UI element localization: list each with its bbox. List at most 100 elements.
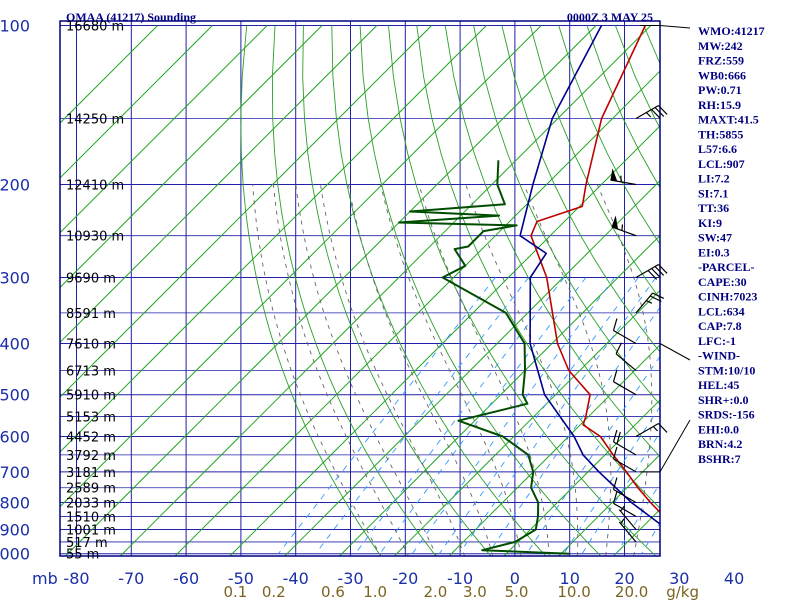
axis-labels: 1002003004005006007008009001000mb-80-70-… — [0, 17, 744, 600]
dry-adiabat — [529, 25, 660, 300]
height-label: 5153 m — [66, 411, 116, 426]
moist-adiabat — [347, 184, 494, 556]
height-label: 9690 m — [66, 272, 116, 287]
wind-panel-connector — [659, 343, 691, 361]
mixing-ratio-label: 0.6 — [321, 583, 345, 600]
stability-index: PW:0.71 — [698, 83, 742, 97]
isotherm — [448, 344, 660, 556]
mixing-ratio-line — [278, 277, 496, 554]
stability-indices-panel: WMO:41217MW:242FRZ:559WB0:666PW:0.71RH:1… — [698, 24, 765, 466]
height-label: 1001 m — [66, 524, 116, 539]
mixing-ratio-label: 20.0 — [615, 583, 648, 600]
height-label: 10930 m — [66, 230, 124, 245]
wind-barb — [612, 318, 637, 345]
stability-index: SW:47 — [698, 231, 732, 245]
isotherm — [174, 70, 660, 556]
isotherm — [60, 25, 487, 453]
moist-adiabat — [252, 184, 382, 556]
height-label: 14250 m — [66, 113, 124, 128]
dry-adiabat — [331, 25, 547, 556]
isotherm — [119, 25, 652, 556]
wind-barb — [612, 446, 637, 473]
stability-index: MW:242 — [698, 39, 743, 53]
isotherm — [283, 179, 660, 556]
temperature-tick-label: 0 — [510, 569, 520, 588]
thermodynamic-reference-lines — [60, 25, 660, 556]
stability-index: LCL:634 — [698, 304, 745, 318]
isotherm — [338, 234, 660, 556]
wind-barb — [612, 369, 637, 396]
isotherm — [64, 25, 597, 556]
moist-adiabat — [295, 184, 437, 556]
moist-adiabat — [272, 184, 409, 556]
stability-index: MAXT:41.5 — [698, 113, 759, 127]
mixing-ratio-line — [641, 522, 660, 554]
wind-barb — [635, 104, 668, 120]
wind-panel-connector — [640, 419, 691, 473]
height-label: 1510 m — [66, 510, 116, 525]
mixing-ratio-line — [411, 277, 615, 554]
temperature-tick-label: -80 — [63, 569, 89, 588]
dry-adiabat — [444, 25, 660, 458]
isotherm — [393, 289, 660, 556]
height-label: 2033 m — [66, 497, 116, 512]
moist-adiabat — [465, 184, 579, 556]
moist-adiabat — [418, 184, 550, 556]
temperature-tick-label: 20 — [614, 569, 634, 588]
wind-barb — [635, 263, 668, 280]
isotherm — [60, 25, 323, 289]
moist-adiabat — [523, 184, 612, 556]
dry-adiabat — [240, 25, 382, 556]
dry-adiabat — [271, 25, 437, 556]
wind-profile — [610, 25, 691, 543]
mixing-ratio-line — [315, 277, 529, 554]
height-label: 16680 m — [66, 20, 124, 35]
stability-index: L57:6.6 — [698, 142, 737, 156]
stability-index: KI:9 — [698, 216, 722, 230]
stability-index: LCL:907 — [698, 157, 745, 171]
mixing-ratio-label: 1.0 — [363, 583, 387, 600]
mixing-ratio-label: 0.1 — [223, 583, 247, 600]
plot-border — [59, 20, 661, 557]
height-labels: 16680 m 14250 m 12410 m 10930 m 9690 m 8591 m… — [66, 20, 124, 563]
stability-index: SHR+:0.0 — [698, 393, 749, 407]
plot-frame — [59, 20, 661, 557]
temperature-profile — [530, 25, 660, 514]
wind-barb — [635, 422, 668, 438]
wind-barb — [618, 518, 637, 543]
isotherm — [229, 125, 660, 556]
isotherm — [60, 25, 432, 398]
stability-index: WB0:666 — [698, 68, 746, 82]
stability-index: -PARCEL- — [698, 260, 754, 274]
mixing-ratio-line — [526, 355, 660, 554]
stability-index: TH:5855 — [698, 127, 743, 141]
dry-adiabat — [302, 25, 492, 556]
stability-index: CAPE:30 — [698, 275, 747, 289]
stability-index: EHI:0.0 — [698, 422, 739, 436]
pressure-tick-label: 100 — [0, 17, 30, 36]
stability-index: -WIND- — [698, 349, 740, 363]
stability-index: RH:15.9 — [698, 98, 741, 112]
isotherm — [612, 508, 660, 556]
pressure-tick-label: 1000 — [0, 545, 30, 564]
stability-index: CAP:7.8 — [698, 319, 742, 333]
mixing-ratio-line — [438, 277, 639, 554]
dry-adiabat — [473, 25, 660, 406]
stability-index: EI:0.3 — [698, 245, 730, 259]
height-label: 55 m — [66, 548, 99, 563]
stability-index: HEL:45 — [698, 378, 739, 392]
wind-barb — [612, 429, 637, 456]
stability-index: LI:7.2 — [698, 172, 730, 186]
pressure-tick-label: 200 — [0, 176, 30, 195]
wind-barb — [612, 491, 637, 517]
dry-adiabat — [388, 25, 657, 556]
height-label: 8591 m — [66, 307, 116, 322]
temperature-tick-label: -20 — [392, 569, 418, 588]
stability-index: STM:10/10 — [698, 363, 755, 377]
mixing-ratio-label: 10.0 — [557, 583, 590, 600]
temperature-tick-label: 10 — [560, 569, 580, 588]
pressure-unit-label: mb — [32, 569, 58, 588]
stability-index: FRZ:559 — [698, 54, 744, 68]
isotherm — [557, 453, 660, 556]
temperature-tick-label: -30 — [337, 569, 363, 588]
